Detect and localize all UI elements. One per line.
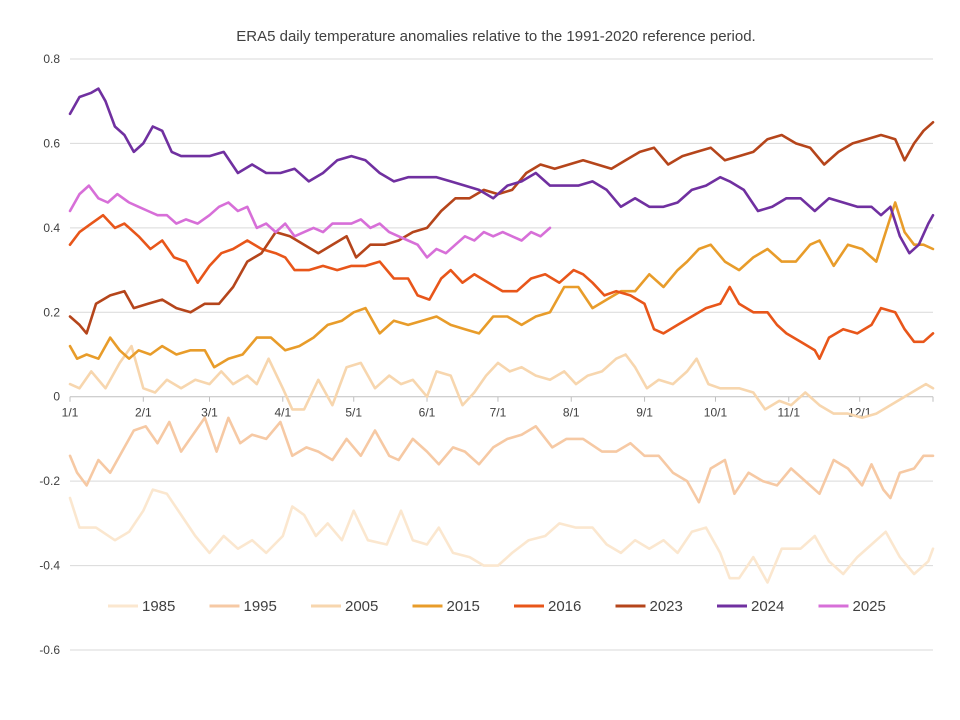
legend-item-2023: 2023 — [615, 598, 683, 615]
legend-label: 1995 — [244, 598, 277, 615]
series-line-2005 — [68, 344, 935, 420]
y-tick-label: -0.4 — [39, 559, 60, 573]
series-lines — [68, 87, 935, 584]
legend-item-1985: 1985 — [108, 598, 175, 615]
chart-title: ERA5 daily temperature anomalies relativ… — [236, 28, 755, 45]
legend: 1985 1995 2005 2015 2016 2023 2024 2025 — [108, 598, 886, 615]
x-tick-label: 9/1 — [636, 406, 653, 420]
gridlines — [70, 58, 933, 651]
legend-label: 2025 — [853, 598, 886, 615]
legend-label: 2005 — [345, 598, 378, 615]
series-line-1985 — [68, 488, 935, 584]
x-tick-label: 3/1 — [201, 406, 218, 420]
series-line-2016 — [68, 213, 935, 361]
legend-item-2025: 2025 — [818, 598, 886, 615]
y-tick-label: 0.6 — [43, 136, 60, 150]
legend-label: 2016 — [548, 598, 581, 615]
series-line-2015 — [68, 201, 935, 369]
y-tick-label: 0.2 — [43, 305, 60, 319]
y-axis-tick-labels: 0.8 0.6 0.4 0.2 0 -0.2 -0.4 -0.6 — [39, 52, 60, 657]
series-line-2025 — [68, 184, 552, 259]
legend-item-1995: 1995 — [209, 598, 277, 615]
legend-item-2016: 2016 — [514, 598, 581, 615]
x-tick-label: 7/1 — [490, 406, 507, 420]
x-tick-label: 1/1 — [62, 406, 79, 420]
legend-label: 2024 — [751, 598, 784, 615]
x-tick-label: 11/1 — [778, 406, 801, 420]
legend-item-2005: 2005 — [311, 598, 378, 615]
x-tick-label: 4/1 — [274, 406, 291, 420]
x-tick-label: 6/1 — [419, 406, 436, 420]
series-line-1995 — [68, 416, 935, 504]
y-tick-label: -0.2 — [39, 474, 60, 488]
x-tick-label: 10/1 — [704, 406, 728, 420]
y-tick-label: 0 — [53, 390, 60, 404]
legend-label: 1985 — [142, 598, 175, 615]
x-tick-label: 2/1 — [135, 406, 152, 420]
legend-label: 2015 — [447, 598, 480, 615]
series-line-2024 — [68, 87, 935, 255]
x-axis-tick-labels: 1/1 2/1 3/1 4/1 5/1 6/1 7/1 8/1 9/1 10/1 11/1 12/1 — [62, 396, 934, 420]
x-tick-label: 5/1 — [345, 406, 362, 420]
y-tick-label: -0.6 — [39, 643, 60, 657]
y-tick-label: 0.8 — [43, 52, 60, 66]
legend-label: 2023 — [650, 598, 683, 615]
x-tick-label: 8/1 — [563, 406, 580, 420]
legend-item-2015: 2015 — [412, 598, 480, 615]
legend-item-2024: 2024 — [717, 598, 784, 615]
y-tick-label: 0.4 — [43, 221, 60, 235]
